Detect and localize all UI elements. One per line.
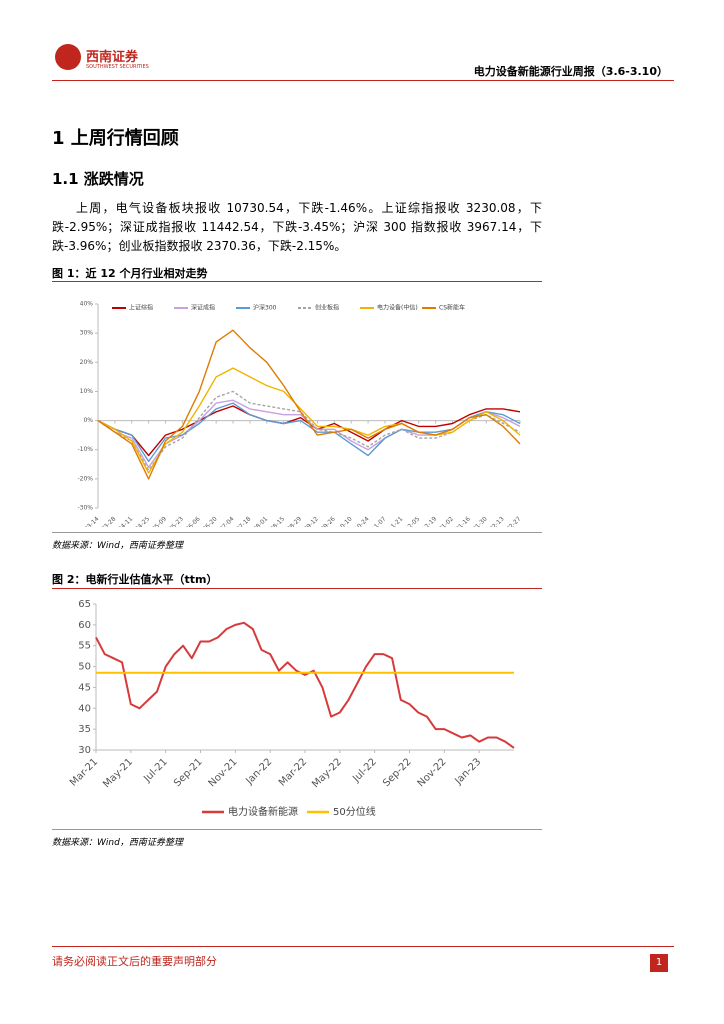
x-tick-label: Sep-22 xyxy=(381,756,414,789)
y-tick-label: 40 xyxy=(78,703,91,714)
series-line xyxy=(95,621,515,749)
logo-subtext: SOUTHWEST SECURITIES xyxy=(86,64,149,70)
x-tick-label: Jan-22 xyxy=(243,756,274,787)
x-tick-label: 03-14 xyxy=(83,515,100,527)
x-tick-label: 02-13 xyxy=(488,515,505,527)
y-tick-label: 30% xyxy=(80,330,94,337)
x-tick-label: 03-28 xyxy=(100,515,117,527)
caption-rule xyxy=(52,281,542,282)
paragraph: 上周，电气设备板块报收 10730.54，下跌-1.46%。上证综指报收 323… xyxy=(52,201,542,253)
x-tick-label: 01-02 xyxy=(438,515,455,527)
x-tick-label: Nov-22 xyxy=(416,756,449,789)
legend-label: 深证成指 xyxy=(191,304,215,312)
figure-caption: 图 1：近 12 个月行业相对走势 xyxy=(52,267,208,280)
x-tick-label: 04-25 xyxy=(134,515,151,527)
legend-label: 电力设备(中信) xyxy=(377,304,418,312)
series-line xyxy=(97,367,521,474)
x-tick-label: 08-15 xyxy=(269,515,286,527)
heading-1: 1 上周行情回顾 xyxy=(52,128,179,149)
x-tick-label: 11-21 xyxy=(387,515,404,527)
legend-label: 50分位线 xyxy=(333,805,376,818)
x-tick-label: 07-18 xyxy=(235,515,252,527)
legend-label: 创业板指 xyxy=(315,304,339,312)
x-tick-label: 07-04 xyxy=(218,515,235,527)
y-tick-label: 10% xyxy=(80,388,94,395)
x-tick-label: May-21 xyxy=(101,756,135,790)
x-tick-label: 09-12 xyxy=(303,515,320,527)
figure-source: 数据来源：Wind，西南证券整理 xyxy=(52,838,183,848)
x-tick-label: 10-10 xyxy=(336,515,353,527)
x-tick-label: 11-07 xyxy=(370,515,387,527)
legend-label: CS新能车 xyxy=(439,304,465,312)
x-tick-label: 04-11 xyxy=(117,515,134,527)
x-tick-label: Jul-21 xyxy=(141,756,170,785)
footer-notice: 请务必阅读正文后的重要声明部分 xyxy=(52,955,217,968)
x-tick-label: 06-06 xyxy=(184,515,201,527)
series-line xyxy=(97,402,521,463)
logo-text: 西南证券 xyxy=(86,50,139,65)
y-tick-label: 50 xyxy=(78,662,91,673)
x-tick-label: Jul-22 xyxy=(350,756,379,785)
x-tick-label: 01-16 xyxy=(455,515,472,527)
x-tick-label: 08-29 xyxy=(286,515,303,527)
caption-rule xyxy=(52,588,542,589)
series-line xyxy=(97,329,521,480)
x-tick-label: Mar-22 xyxy=(277,756,309,788)
source-rule xyxy=(52,829,542,830)
x-tick-label: 12-05 xyxy=(404,515,421,527)
x-tick-label: 01-30 xyxy=(471,515,488,527)
header-title: 电力设备新能源行业周报（3.6-3.10） xyxy=(473,65,668,78)
x-tick-label: 06-20 xyxy=(201,515,218,527)
y-tick-label: 40% xyxy=(80,301,94,308)
y-tick-label: -30% xyxy=(77,505,93,512)
series-line xyxy=(97,405,521,457)
y-tick-label: 35 xyxy=(78,724,91,735)
legend-label: 上证综指 xyxy=(129,304,153,312)
y-tick-label: -20% xyxy=(77,475,93,482)
x-tick-label: Sep-21 xyxy=(172,756,205,789)
figure-source: 数据来源：Wind，西南证券整理 xyxy=(52,541,183,551)
x-tick-label: 05-09 xyxy=(151,515,168,527)
chart: 30 35 40 45 50 55 60 65 Mar-21 May-21 Jul-21 Sep-21… xyxy=(68,599,515,818)
x-tick-label: 09-26 xyxy=(320,515,337,527)
logo-mark xyxy=(55,44,81,70)
header-rule xyxy=(52,80,674,81)
x-tick-label: 10-24 xyxy=(353,515,370,527)
y-tick-label: 45 xyxy=(78,682,91,693)
y-tick-label: 20% xyxy=(80,359,94,366)
x-tick-label: Jan-23 xyxy=(452,756,483,787)
x-tick-label: Mar-21 xyxy=(68,756,100,788)
y-tick-label: 30 xyxy=(78,745,91,756)
heading-2: 1.1 涨跌情况 xyxy=(52,170,144,188)
x-tick-label: 08-01 xyxy=(252,515,269,527)
x-tick-label: 02-27 xyxy=(505,515,522,527)
y-tick-label: 0% xyxy=(83,417,93,424)
x-tick-label: May-22 xyxy=(310,756,344,790)
figure-caption: 图 2：电新行业估值水平（ttm） xyxy=(52,573,218,586)
chart: 40% 30% 20% 10% 0% -10% -20% -30% 03-14 03-28 04-1… xyxy=(77,301,522,528)
y-tick-label: -10% xyxy=(77,446,93,453)
y-tick-label: 60 xyxy=(78,620,91,631)
series-line xyxy=(97,399,521,468)
legend-label: 电力设备新能源 xyxy=(228,805,298,818)
y-tick-label: 55 xyxy=(78,641,91,652)
page-number: 1 xyxy=(650,954,668,972)
legend-label: 沪深300 xyxy=(253,304,277,312)
series-line xyxy=(97,390,521,471)
x-tick-label: 05-23 xyxy=(168,515,185,527)
footer-rule xyxy=(52,946,674,947)
x-tick-label: Nov-21 xyxy=(207,756,240,789)
x-tick-label: 12-19 xyxy=(421,515,438,527)
y-tick-label: 65 xyxy=(78,599,91,610)
source-rule xyxy=(52,532,542,533)
